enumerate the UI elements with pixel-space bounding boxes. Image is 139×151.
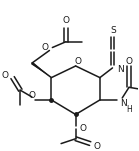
- Text: O: O: [41, 43, 48, 52]
- Text: H: H: [126, 105, 132, 114]
- Text: O: O: [126, 57, 132, 66]
- Text: O: O: [94, 142, 100, 151]
- Text: O: O: [28, 91, 35, 100]
- Polygon shape: [31, 62, 51, 78]
- Text: O: O: [74, 57, 81, 66]
- Text: N: N: [120, 99, 127, 108]
- Text: O: O: [62, 16, 70, 25]
- Text: O: O: [1, 71, 8, 80]
- Text: O: O: [80, 124, 87, 133]
- Text: N: N: [117, 65, 124, 74]
- Text: S: S: [111, 26, 116, 35]
